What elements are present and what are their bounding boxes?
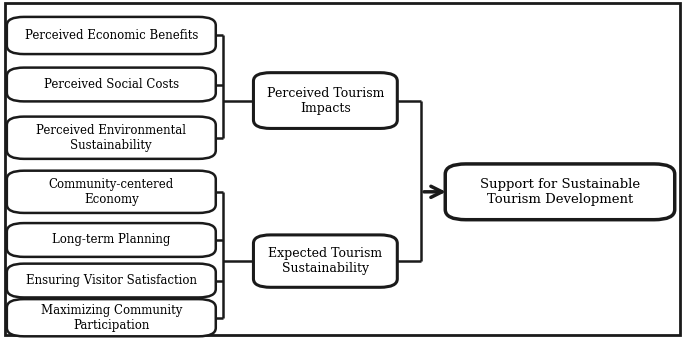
FancyBboxPatch shape xyxy=(7,223,216,257)
FancyBboxPatch shape xyxy=(253,73,397,128)
FancyBboxPatch shape xyxy=(445,164,675,220)
Text: Perceived Economic Benefits: Perceived Economic Benefits xyxy=(25,29,198,42)
Text: Perceived Social Costs: Perceived Social Costs xyxy=(44,78,179,91)
FancyBboxPatch shape xyxy=(7,68,216,101)
Text: Expected Tourism
Sustainability: Expected Tourism Sustainability xyxy=(269,247,382,275)
Text: Ensuring Visitor Satisfaction: Ensuring Visitor Satisfaction xyxy=(26,274,197,287)
Text: Perceived Environmental
Sustainability: Perceived Environmental Sustainability xyxy=(36,124,186,152)
FancyBboxPatch shape xyxy=(7,171,216,213)
Text: Support for Sustainable
Tourism Development: Support for Sustainable Tourism Developm… xyxy=(480,178,640,206)
Text: Community-centered
Economy: Community-centered Economy xyxy=(49,178,174,206)
FancyBboxPatch shape xyxy=(7,117,216,159)
FancyBboxPatch shape xyxy=(7,264,216,297)
Text: Perceived Tourism
Impacts: Perceived Tourism Impacts xyxy=(266,87,384,115)
FancyBboxPatch shape xyxy=(7,299,216,336)
FancyBboxPatch shape xyxy=(7,17,216,54)
Text: Maximizing Community
Participation: Maximizing Community Participation xyxy=(40,304,182,332)
Text: Long-term Planning: Long-term Planning xyxy=(52,234,171,246)
FancyBboxPatch shape xyxy=(253,235,397,287)
